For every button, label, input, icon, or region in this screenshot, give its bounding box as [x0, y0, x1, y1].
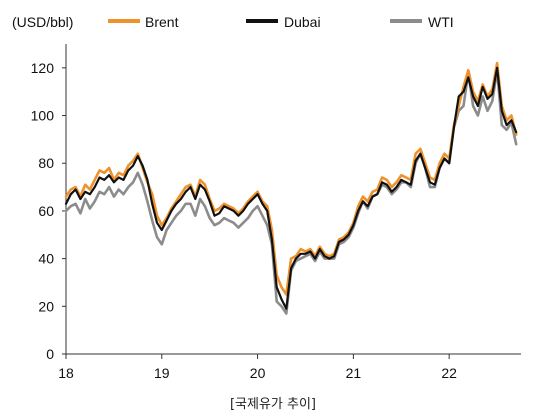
y-tick-label: 120: [31, 60, 55, 76]
y-tick-label: 60: [38, 203, 54, 219]
legend-label-wti: WTI: [428, 14, 454, 30]
y-tick-label: 0: [46, 346, 54, 362]
y-tick-label: 100: [31, 108, 55, 124]
x-axis: 18 19 20 21 22: [58, 353, 521, 381]
unit-label: (USD/bbl): [12, 14, 73, 30]
legend: Brent Dubai WTI: [108, 14, 454, 30]
y-tick-label: 40: [38, 251, 54, 267]
y-tick-label: 20: [38, 298, 54, 314]
y-axis: 0 20 40 60 80 100 120: [31, 44, 67, 362]
series-line-dubai: [64, 66, 518, 310]
legend-label-brent: Brent: [145, 14, 179, 30]
x-tick-label: 22: [441, 365, 457, 381]
x-tick-label: 20: [250, 365, 266, 381]
x-tick-label: 18: [58, 365, 74, 381]
x-tick-label: 21: [346, 365, 362, 381]
legend-label-dubai: Dubai: [284, 14, 321, 30]
y-tick-label: 80: [38, 155, 54, 171]
series-lines: [64, 61, 518, 315]
x-tick-label: 19: [154, 365, 170, 381]
chart-caption: [국제유가 추이]: [229, 397, 317, 412]
